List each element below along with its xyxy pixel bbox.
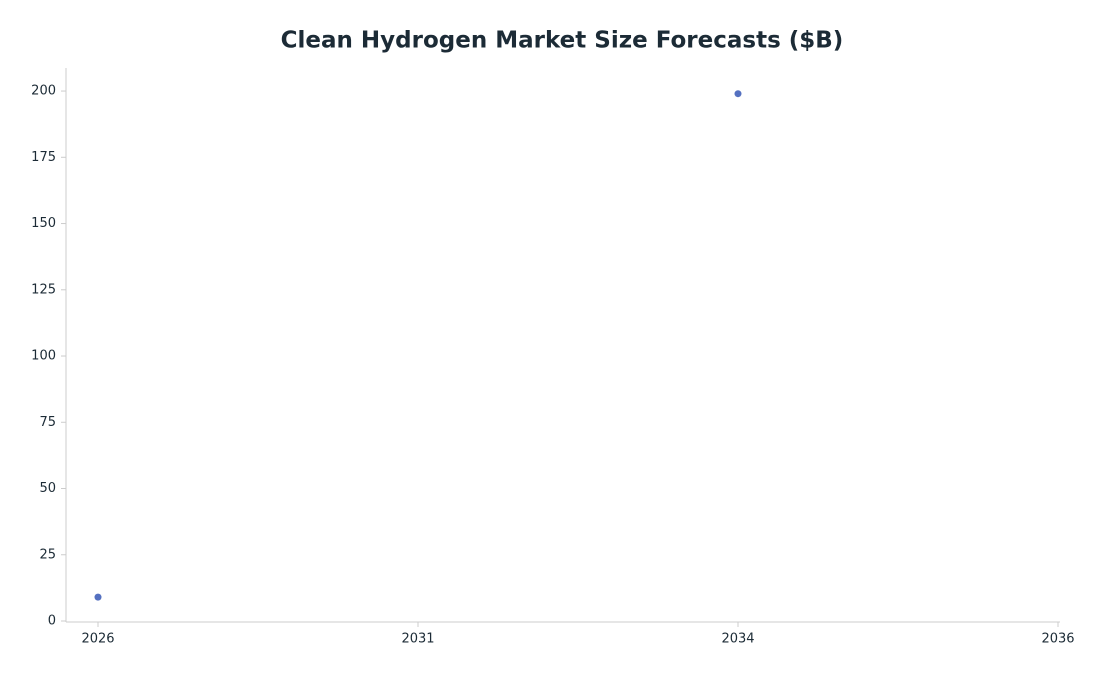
point <box>94 593 102 601</box>
y-tick-label: 175 <box>31 150 56 165</box>
y-tick-label: 200 <box>31 84 56 99</box>
y-tick-label: 25 <box>39 547 56 562</box>
chart-title: Clean Hydrogen Market Size Forecasts ($B… <box>281 28 844 54</box>
y-tick-label: 150 <box>31 216 56 231</box>
y-tick-label: 0 <box>48 614 56 629</box>
point <box>734 90 742 98</box>
y-tick-label: 125 <box>31 282 56 297</box>
x-tick-label: 2026 <box>81 632 114 647</box>
x-tick-label: 2031 <box>401 632 434 647</box>
x-tick-label: 2036 <box>1041 632 1074 647</box>
y-tick-label: 100 <box>31 349 56 364</box>
y-tick-label: 75 <box>39 415 56 430</box>
x-tick-label: 2034 <box>721 632 754 647</box>
y-tick-label: 50 <box>39 481 56 496</box>
